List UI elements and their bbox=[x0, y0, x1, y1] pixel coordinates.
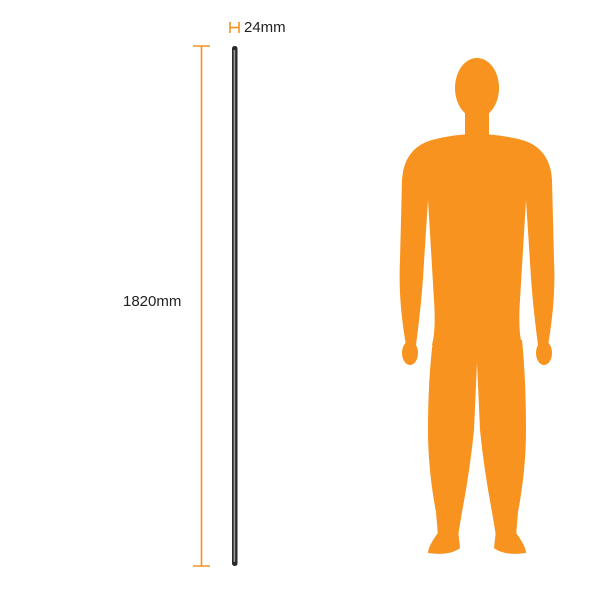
human-silhouette-icon bbox=[399, 58, 555, 554]
height-dimension-icon bbox=[193, 45, 210, 567]
height-label: 1820mm bbox=[123, 293, 182, 310]
width-dimension-icon bbox=[229, 22, 240, 33]
pole bbox=[232, 46, 238, 566]
width-label: 24mm bbox=[244, 19, 286, 36]
